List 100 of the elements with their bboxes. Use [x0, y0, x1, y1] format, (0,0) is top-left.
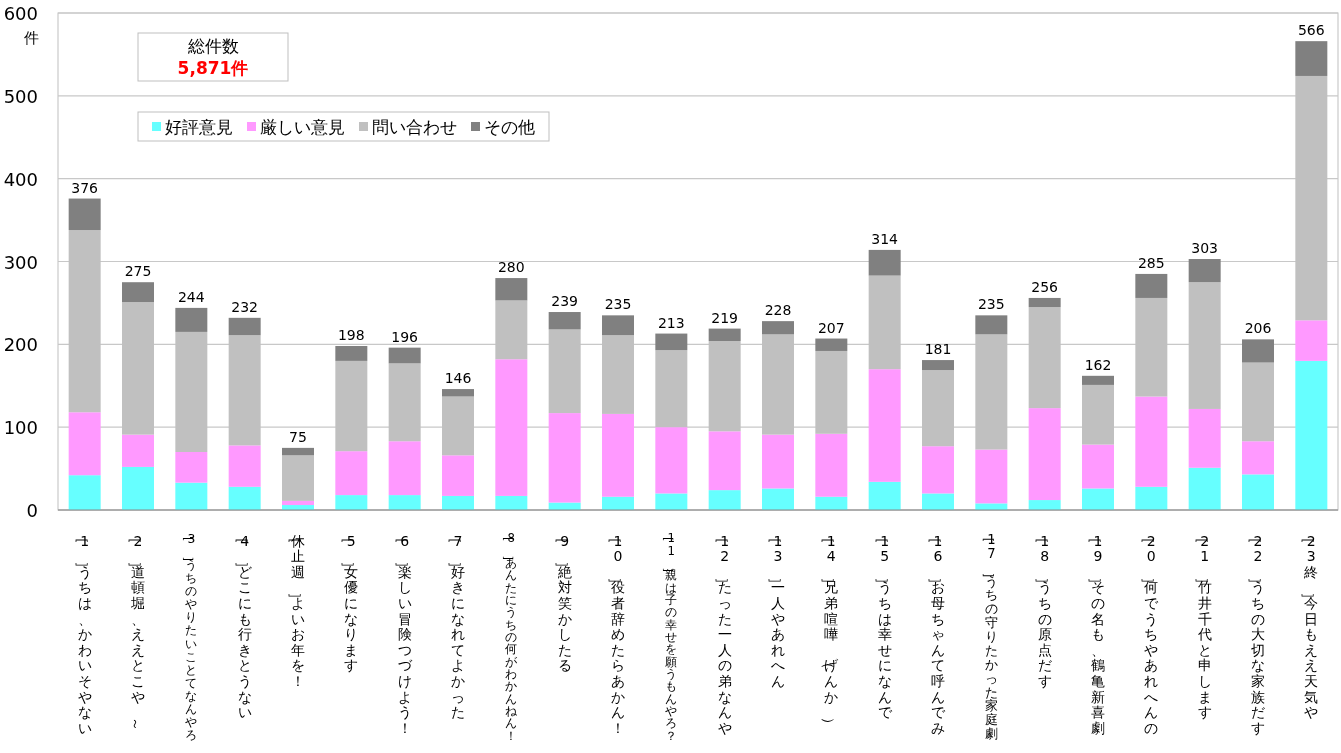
total-label: 181: [924, 341, 952, 358]
category-label: ［10］役者辞めたらあかん！: [608, 530, 625, 736]
category-label: ［13］一人やあれへん: [768, 530, 785, 689]
bar: [1082, 444, 1114, 489]
category-label: ［20］何でうちやあれへんの: [1141, 530, 1159, 736]
total-label: 285: [1137, 254, 1165, 271]
bar: [495, 359, 528, 496]
total-label: 213: [657, 314, 685, 331]
bar: [228, 445, 261, 487]
category-label: ［12］たった一人の弟なんや: [714, 530, 732, 736]
bar: [1242, 441, 1274, 475]
legend-label: 問い合わせ: [372, 117, 457, 137]
bar: [388, 495, 421, 510]
bar: [442, 495, 474, 510]
bar: [1135, 273, 1168, 298]
bar: [175, 482, 208, 510]
total-label: 196: [391, 328, 419, 345]
bar: [1188, 467, 1221, 510]
y-axis-title: 件: [23, 29, 39, 47]
category-label: ［1］うちは、かわいそやない: [74, 530, 92, 736]
total-label: 235: [604, 296, 632, 313]
bar: [335, 345, 368, 361]
legend-label: その他: [484, 117, 535, 137]
bar: [922, 446, 954, 494]
bar: [68, 198, 101, 231]
bar: [922, 360, 954, 371]
total-label: 228: [764, 302, 792, 319]
bar: [975, 315, 1008, 335]
bar: [1028, 500, 1061, 510]
bar: [1188, 259, 1221, 283]
bar: [815, 496, 848, 510]
category-label: ［23終］今日もええ天気や: [1301, 530, 1319, 721]
bar: [602, 413, 634, 497]
y-tick-label: 500: [3, 85, 38, 107]
total-label: 75: [289, 428, 307, 445]
total-label: 219: [711, 309, 739, 326]
bar: [1028, 408, 1061, 501]
bar: [1295, 320, 1328, 361]
bar: [602, 496, 634, 510]
bar: [708, 431, 741, 491]
bar: [122, 282, 154, 303]
category-label: ［18］うちの原点だす: [1034, 530, 1052, 689]
bar: [602, 315, 634, 336]
bar: [442, 389, 474, 397]
total-label: 280: [497, 259, 525, 276]
y-tick-label: 0: [26, 500, 38, 521]
bar: [548, 312, 581, 330]
total-label: 239: [551, 293, 579, 310]
bar: [1135, 486, 1168, 510]
total-label: 162: [1084, 356, 1112, 373]
category-label: ［7］好きになれてよかった: [448, 530, 465, 721]
total-label: 376: [71, 179, 99, 196]
total-label: 198: [337, 326, 365, 343]
bar: [68, 475, 101, 510]
total-label: 235: [977, 296, 1005, 313]
bar: [1188, 408, 1221, 468]
bar: [282, 500, 314, 506]
bar: [442, 455, 474, 496]
bar: [708, 490, 741, 510]
bar: [122, 434, 154, 467]
category-label: ［15］うちは幸せになんで: [874, 530, 892, 721]
bar: [388, 441, 421, 496]
bar: [922, 493, 954, 510]
bar: [868, 369, 901, 482]
bar: [1242, 339, 1274, 363]
bar: [655, 333, 688, 351]
category-label: ［6］楽しい冒険つづけよう！: [394, 530, 412, 736]
bar: [1082, 488, 1114, 510]
bar: [495, 495, 528, 510]
total-label: 566: [1297, 22, 1325, 39]
y-tick-label: 300: [3, 251, 38, 273]
bar: [655, 350, 688, 428]
legend-label: 厳しい意見: [260, 117, 345, 137]
category-label: ［19］その名も、鶴亀新喜劇: [1088, 530, 1105, 736]
bar: [1135, 396, 1168, 487]
bar: [815, 433, 848, 497]
total-label: 207: [817, 319, 845, 336]
total-label: 146: [444, 370, 472, 387]
total-label: 303: [1191, 240, 1219, 257]
bar: [815, 338, 848, 351]
bar: [228, 486, 261, 510]
annotation: 総件数: [186, 36, 239, 56]
bar: [282, 455, 314, 501]
bar: [1295, 360, 1328, 510]
category-label: ［2］道頓堀、ええとこや～: [128, 530, 145, 732]
bar: [1295, 41, 1328, 76]
bar: [762, 434, 794, 489]
total-label: 314: [871, 230, 899, 247]
bar: [1028, 297, 1061, 308]
bar: [335, 495, 368, 510]
total-label: 244: [177, 288, 205, 305]
category-label: ［21］竹井千代と申します: [1194, 530, 1212, 721]
bar: [68, 412, 101, 476]
bar: [762, 488, 794, 510]
bar: [122, 466, 154, 510]
total-label: 232: [231, 298, 259, 315]
y-tick-label: 200: [3, 334, 38, 356]
bar: [708, 328, 741, 342]
bar: [495, 278, 528, 301]
legend-label: 好評意見: [165, 117, 233, 137]
